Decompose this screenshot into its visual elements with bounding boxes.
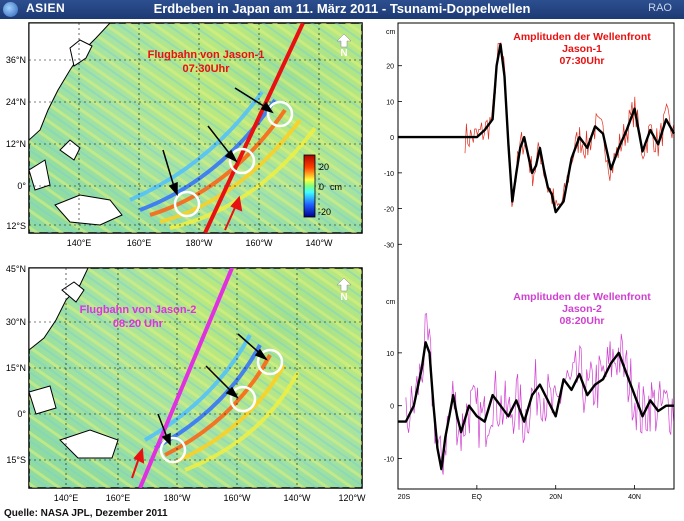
svg-text:0°: 0° bbox=[17, 409, 26, 419]
map-top-lat-labels: 36°N 24°N 12°N 0° 12°S bbox=[6, 55, 27, 231]
page-title: Erdbeben in Japan am 11. März 2011 - Tsu… bbox=[153, 1, 531, 16]
jason1-label: Flugbahn von Jason-1 bbox=[148, 49, 265, 61]
north-arrow-icon: N bbox=[336, 33, 352, 59]
jason1-track bbox=[203, 23, 305, 233]
globe-icon bbox=[3, 2, 18, 17]
jason1-time: 07:30Uhr bbox=[182, 63, 230, 75]
svg-text:36°N: 36°N bbox=[6, 55, 26, 65]
arrows-top bbox=[162, 87, 274, 196]
grid-bottom bbox=[29, 268, 362, 488]
grid-top bbox=[29, 23, 362, 233]
x-tick-label-0: 20S bbox=[398, 494, 411, 501]
svg-text:12°S: 12°S bbox=[6, 221, 26, 231]
svg-text:160°E: 160°E bbox=[106, 493, 131, 503]
chart-title-2-2: 08:20Uhr bbox=[560, 315, 605, 327]
svg-text:160°E: 160°E bbox=[127, 238, 152, 248]
svg-text:140°E: 140°E bbox=[54, 493, 79, 503]
chart-jason2: 10 0 -10 cm Amplituden der WellenfrontJason-… bbox=[384, 291, 674, 475]
chart-title-2-1: Jason-2 bbox=[562, 303, 602, 315]
y-tick-label-1-1: 10 bbox=[386, 99, 394, 106]
jason2-time: 08:20 Uhr bbox=[113, 318, 164, 330]
wave-circles-bottom bbox=[159, 348, 284, 464]
y-tick-label-1-4: -20 bbox=[384, 207, 394, 214]
svg-text:180°W: 180°W bbox=[185, 238, 213, 248]
land-top bbox=[29, 23, 123, 226]
y-unit-label-2: cm bbox=[386, 299, 396, 306]
wave-circles-top bbox=[173, 100, 294, 218]
svg-text:0°: 0° bbox=[17, 181, 26, 191]
svg-text:140°W: 140°W bbox=[305, 238, 333, 248]
chart-jason1: 20 10 0 -10 -20 -30 cm Amplituden der Wellenfro… bbox=[384, 29, 676, 249]
map-bottom-lon-labels: 140°E 160°E 180°W 160°W 140°W 120°W bbox=[54, 493, 366, 503]
svg-text:N: N bbox=[340, 48, 347, 59]
colorbar-tick-max: 20 bbox=[319, 162, 329, 172]
red-arrow-bottom bbox=[131, 447, 145, 479]
chart-frame bbox=[397, 22, 675, 490]
svg-text:15°N: 15°N bbox=[6, 363, 26, 373]
brand-badge: RAO bbox=[648, 2, 672, 14]
svg-text:15°S: 15°S bbox=[6, 455, 26, 465]
svg-text:180°W: 180°W bbox=[163, 493, 191, 503]
colorbar-tick-zero: 0 bbox=[319, 182, 324, 192]
y-tick-label-1-3: -10 bbox=[384, 171, 394, 178]
svg-text:140°E: 140°E bbox=[67, 238, 92, 248]
chart-title-1-0: Amplituden der Wellenfront bbox=[513, 31, 651, 43]
svg-text:160°W: 160°W bbox=[223, 493, 251, 503]
svg-text:30°N: 30°N bbox=[6, 317, 26, 327]
y-tick-label-1-5: -30 bbox=[384, 242, 394, 249]
jason2-track bbox=[138, 268, 234, 488]
y-tick-label-2-1: 0 bbox=[390, 404, 394, 411]
jason2-label: Flugbahn von Jason-2 bbox=[80, 304, 197, 316]
colorbar-tick-min: -20 bbox=[318, 207, 331, 217]
map-top: Flugbahn von Jason-1 07:30Uhr N 20 0 -20… bbox=[6, 22, 363, 248]
series-smoothed-1 bbox=[398, 43, 676, 214]
colorbar bbox=[303, 154, 316, 218]
arrows-bottom bbox=[157, 333, 268, 446]
y-tick-label-2-0: 10 bbox=[386, 351, 394, 358]
source-footer: Quelle: NASA JPL, Dezember 2011 bbox=[4, 508, 168, 519]
series-smoothed-2 bbox=[398, 341, 674, 471]
svg-text:160°W: 160°W bbox=[245, 238, 273, 248]
x-tick-label-3: 40N bbox=[628, 494, 641, 501]
region-label: ASIEN bbox=[26, 1, 66, 15]
x-tick-label-1: EQ bbox=[472, 494, 483, 501]
wavefronts-top bbox=[129, 90, 317, 230]
svg-text:120°W: 120°W bbox=[338, 493, 366, 503]
red-arrow-top bbox=[224, 195, 243, 231]
y-unit-label-1: cm bbox=[386, 29, 396, 36]
svg-text:140°W: 140°W bbox=[283, 493, 311, 503]
y-tick-label-1-0: 20 bbox=[386, 64, 394, 71]
chart-title-1-1: Jason-1 bbox=[562, 43, 602, 55]
svg-text:N: N bbox=[340, 292, 347, 303]
svg-text:45°N: 45°N bbox=[6, 264, 26, 274]
map-bottom: Flugbahn von Jason-2 08:20 Uhr N 45°N 30… bbox=[6, 264, 366, 503]
header-bar: ASIEN Erdbeben in Japan am 11. März 2011… bbox=[0, 0, 684, 19]
y-tick-label-1-2: 0 bbox=[390, 135, 394, 142]
svg-text:24°N: 24°N bbox=[6, 97, 26, 107]
svg-text:12°N: 12°N bbox=[6, 139, 26, 149]
amplitude-charts: 20 10 0 -10 -20 -30 cm Amplituden der Wellenfro… bbox=[384, 22, 676, 501]
chart-title-2-0: Amplituden der Wellenfront bbox=[513, 291, 651, 303]
colorbar-unit: cm bbox=[330, 182, 342, 192]
north-arrow-icon-bottom: N bbox=[336, 277, 352, 303]
chart-title-1-2: 07:30Uhr bbox=[560, 55, 605, 67]
map-bottom-lat-labels: 45°N 30°N 15°N 0° 15°S bbox=[6, 264, 27, 465]
x-tick-label-2: 20N bbox=[549, 494, 562, 501]
chart-x-axis: 20S EQ 20N 40N bbox=[397, 485, 641, 501]
land-bottom bbox=[29, 268, 119, 459]
map-top-lon-labels: 140°E 160°E 180°W 160°W 140°W bbox=[67, 238, 333, 248]
y-tick-label-2-2: -10 bbox=[384, 457, 394, 464]
